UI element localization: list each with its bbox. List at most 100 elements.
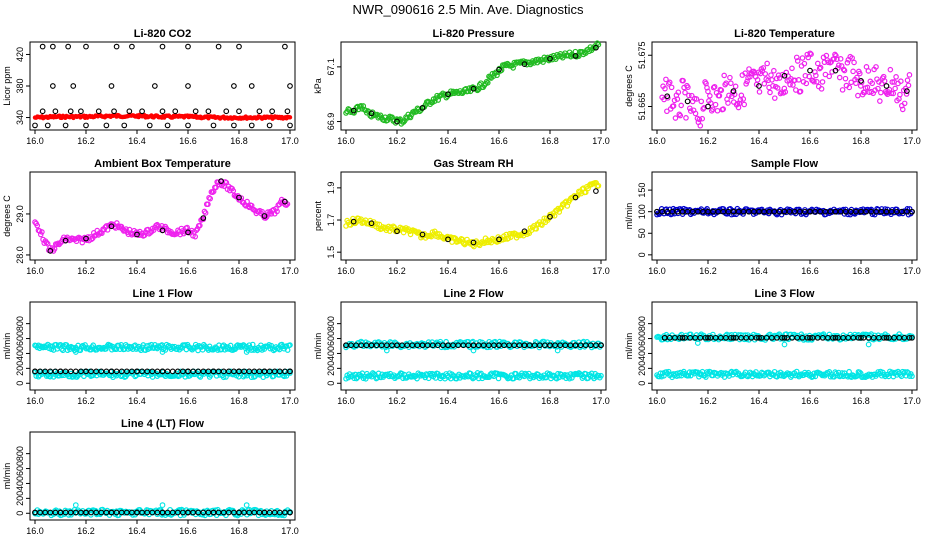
data-point bbox=[669, 211, 675, 217]
data-point bbox=[716, 92, 723, 99]
data-point bbox=[287, 115, 293, 120]
data-point bbox=[249, 341, 256, 348]
x-tick-label: 16.2 bbox=[77, 266, 95, 276]
data-point bbox=[909, 373, 915, 380]
data-point bbox=[805, 54, 812, 61]
data-point bbox=[207, 195, 214, 202]
data-point bbox=[134, 231, 140, 238]
y-tick-label: 800 bbox=[326, 316, 336, 331]
data-point bbox=[78, 108, 84, 115]
x-tick-label: 16.2 bbox=[77, 136, 95, 146]
chart-title: Li-820 Pressure bbox=[433, 28, 515, 40]
data-point bbox=[419, 105, 426, 111]
y-tick-label: 420 bbox=[15, 47, 25, 62]
data-point bbox=[849, 55, 855, 61]
y-tick-label: 400 bbox=[15, 346, 25, 361]
y-tick-label: 600 bbox=[15, 331, 25, 346]
chart-panel-5: Gas Stream RH 16.0 16.2 16.4 16.6 16.8 17.0 1.5… bbox=[313, 158, 610, 276]
data-point bbox=[470, 85, 477, 92]
data-point bbox=[771, 67, 777, 74]
data-point bbox=[839, 87, 846, 93]
y-axis-label: ml/min bbox=[2, 463, 12, 490]
data-point bbox=[877, 98, 883, 104]
data-point bbox=[44, 122, 51, 129]
data-point bbox=[795, 77, 802, 83]
y-tick-label: 1.5 bbox=[326, 246, 336, 259]
data-point bbox=[807, 67, 813, 74]
plot-frame bbox=[340, 41, 607, 131]
x-tick-label: 16.8 bbox=[541, 396, 559, 406]
data-point bbox=[720, 106, 727, 112]
data-point bbox=[808, 51, 814, 57]
data-point bbox=[32, 122, 38, 129]
data-point bbox=[287, 509, 293, 516]
y-tick-label: 600 bbox=[15, 461, 25, 476]
data-point bbox=[197, 222, 203, 229]
data-point bbox=[72, 502, 79, 508]
data-point bbox=[539, 375, 546, 381]
x-tick-label: 16.4 bbox=[439, 266, 457, 276]
data-point bbox=[410, 372, 417, 379]
x-tick-label: 16.6 bbox=[179, 396, 197, 406]
x-tick-label: 16.4 bbox=[128, 396, 146, 406]
data-point bbox=[108, 223, 115, 230]
data-point bbox=[73, 238, 80, 245]
data-point bbox=[767, 89, 773, 96]
data-point bbox=[688, 92, 695, 99]
data-point bbox=[129, 43, 135, 50]
x-tick-label: 17.0 bbox=[903, 396, 921, 406]
data-point bbox=[682, 89, 688, 96]
data-point bbox=[354, 103, 361, 110]
y-tick-label: 800 bbox=[15, 316, 25, 331]
data-point bbox=[731, 91, 738, 98]
data-point bbox=[873, 64, 879, 70]
data-point bbox=[668, 84, 675, 91]
x-tick-label: 17.0 bbox=[281, 396, 299, 406]
chart-title: Li-820 CO2 bbox=[134, 28, 191, 40]
data-point bbox=[72, 349, 79, 355]
y-tick-label: 51.665 bbox=[637, 93, 647, 121]
series-1 bbox=[32, 506, 293, 519]
data-point bbox=[67, 373, 73, 380]
data-point bbox=[95, 108, 102, 115]
data-point bbox=[769, 77, 775, 83]
data-point bbox=[826, 73, 833, 80]
data-point bbox=[407, 114, 414, 121]
y-tick-label: 66.9 bbox=[326, 113, 336, 131]
data-point bbox=[347, 109, 354, 115]
x-tick-label: 16.8 bbox=[230, 266, 248, 276]
y-tick-label: 200 bbox=[326, 361, 336, 376]
data-point bbox=[287, 342, 293, 348]
data-point bbox=[248, 83, 255, 89]
y-tick-label: 600 bbox=[326, 331, 336, 346]
data-point bbox=[478, 240, 484, 246]
data-point bbox=[572, 53, 579, 59]
data-point bbox=[813, 72, 819, 79]
x-tick-label: 16.2 bbox=[77, 526, 95, 536]
chart-panel-4: Ambient Box Temperature 16.0 16.2 16.4 16.6 1… bbox=[2, 158, 299, 276]
data-point bbox=[725, 100, 731, 106]
data-point bbox=[726, 92, 732, 99]
data-point bbox=[445, 91, 451, 98]
data-point bbox=[140, 342, 147, 348]
data-point bbox=[218, 346, 225, 353]
data-point bbox=[419, 231, 426, 238]
data-point bbox=[147, 229, 154, 236]
data-point bbox=[557, 205, 564, 212]
y-tick-label: 400 bbox=[15, 476, 25, 491]
data-point bbox=[839, 370, 845, 376]
chart-title: Sample Flow bbox=[751, 158, 819, 170]
y-tick-label: 400 bbox=[326, 346, 336, 361]
data-point bbox=[256, 108, 263, 115]
x-tick-label: 16.6 bbox=[801, 396, 819, 406]
data-point bbox=[243, 349, 250, 355]
data-point bbox=[103, 122, 110, 129]
data-point bbox=[582, 189, 589, 196]
x-tick-label: 16.0 bbox=[26, 526, 44, 536]
series-2 bbox=[350, 44, 599, 125]
data-point bbox=[746, 66, 752, 72]
data-point bbox=[742, 70, 748, 77]
data-point bbox=[842, 75, 849, 82]
data-point bbox=[598, 342, 604, 349]
series-2 bbox=[32, 368, 293, 381]
